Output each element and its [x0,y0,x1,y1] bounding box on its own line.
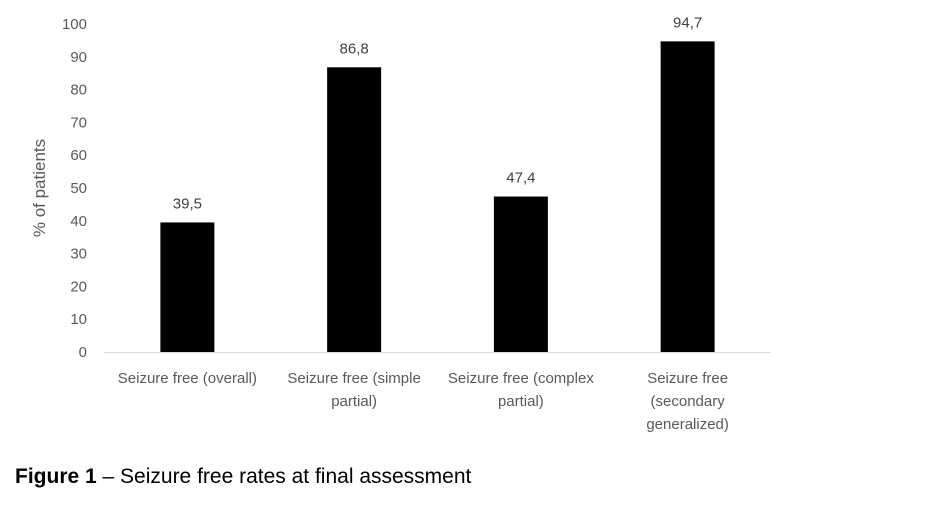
data-label: 39,5 [173,195,202,212]
bars-group [160,41,715,353]
y-tick-label: 70 [70,114,87,131]
y-tick-label: 80 [70,82,87,99]
y-axis-title: % of patients [30,139,49,237]
y-tick-label: 100 [62,16,87,33]
bar [327,67,382,353]
y-tick-label: 50 [70,180,87,197]
y-tick-label: 60 [70,147,87,164]
figure-caption-text: – Seizure free rates at final assessment [96,465,472,488]
y-tick-label: 0 [79,344,87,361]
x-category-label: Seizure free (simple partial) [287,370,420,410]
x-category-label: Seizure free (complex partial) [448,370,594,410]
bar [160,222,215,352]
figure-caption: Figure 1 – Seizure free rates at final a… [15,465,471,489]
data-labels-group: 39,5 86,8 47,4 94,7 [173,14,702,212]
x-category-label: Seizure free (secondary generalized) [646,370,729,433]
y-axis: 0 10 20 30 40 50 60 70 80 90 100 [62,16,87,361]
data-label: 47,4 [506,170,535,187]
figure-caption-label: Figure 1 [15,465,97,488]
y-tick-label: 90 [70,49,87,66]
y-tick-label: 10 [70,311,87,328]
bar [493,196,548,352]
bar [660,41,715,352]
data-label: 94,7 [673,14,702,31]
x-axis: Seizure free (overall) Seizure free (simp… [118,370,729,433]
x-category-label: Seizure free (overall) [118,370,257,387]
data-label: 86,8 [340,40,369,57]
y-tick-label: 30 [70,246,87,263]
y-tick-label: 20 [70,278,87,295]
y-tick-label: 40 [70,213,87,230]
